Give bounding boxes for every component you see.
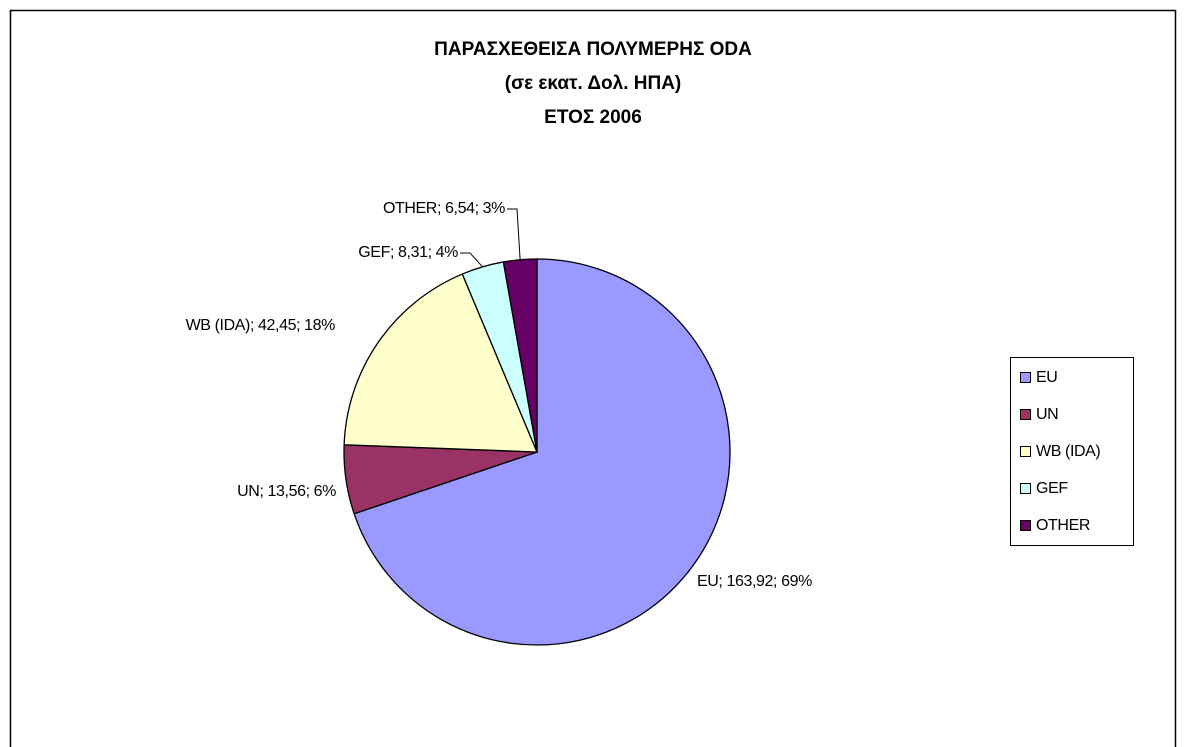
pie-slice [343,273,538,453]
data-label: EU; 163,92; 69% [697,573,812,590]
legend-swatch [1020,446,1031,457]
pie-slice [502,258,538,453]
chart-title: ΠΑΡΑΣΧΕΘΕΙΣΑ ΠΟΛΥΜΕΡΗΣ ODA [434,39,752,60]
data-label: GEF; 8,31; 4% [358,244,458,261]
legend-label: OTHER [1036,517,1090,534]
leader-line [507,208,521,260]
legend-label: GEF [1036,480,1068,497]
chart-title: (σε εκατ. Δολ. ΗΠΑ) [505,73,682,94]
chart-title: ΕΤΟΣ 2006 [544,107,642,128]
data-label: OTHER; 6,54; 3% [383,200,505,217]
legend-swatch [1020,483,1031,494]
legend-label: EU [1036,369,1057,386]
legend-swatch [1020,520,1031,531]
legend-swatch [1020,372,1031,383]
legend-swatch [1020,409,1031,420]
chart-frame [9,9,1177,747]
leader-line [460,252,483,268]
data-label: WB (IDA); 42,45; 18% [186,317,336,334]
data-label: UN; 13,56; 6% [237,483,336,500]
legend-label: WB (IDA) [1036,443,1100,460]
legend-label: UN [1036,406,1058,423]
pie-slice [353,258,731,646]
